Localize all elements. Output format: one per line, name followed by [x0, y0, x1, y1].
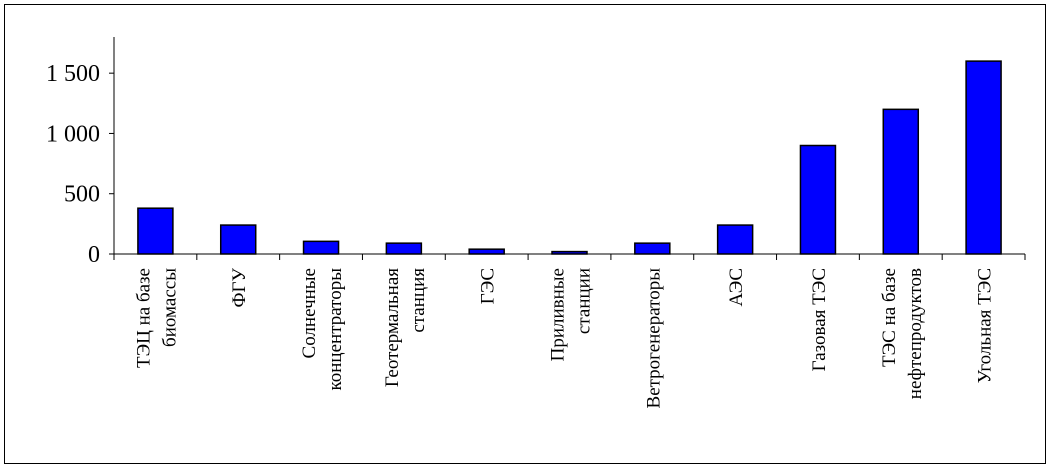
- x-category-label: ГЭС: [478, 268, 499, 304]
- x-category-label: Солнечные концентраторы: [299, 268, 346, 391]
- x-category-label-line: Геотермальная: [382, 268, 403, 387]
- x-category-label: Ветрогенераторы: [643, 268, 664, 409]
- bar: [799, 144, 837, 255]
- x-category-label-line: концентраторы: [325, 268, 346, 391]
- x-category-label-line: Угольная ТЭС: [975, 268, 996, 383]
- x-category-label-line: Приливные: [548, 268, 569, 361]
- x-category-label-line: ГЭС: [478, 268, 499, 304]
- x-category-label-line: ТЭС на базе: [879, 268, 900, 367]
- x-category-label-line: Ветрогенераторы: [643, 268, 664, 409]
- bar: [468, 248, 505, 255]
- x-category-label: Угольная ТЭС: [975, 268, 996, 383]
- x-category-label: Геотермальная станция: [382, 268, 429, 387]
- x-category-label-line: АЭС: [726, 268, 747, 306]
- bar-chart: 0 500 1 000 1 500 ТЭЦ на базе биомассы ФГУ Солн…: [46, 37, 1026, 408]
- x-category-label-line: ФГУ: [229, 267, 250, 307]
- x-category-label-line: Солнечные: [299, 268, 320, 358]
- x-category-label: ФГУ: [229, 267, 250, 307]
- x-category-label-line: Газовая ТЭС: [809, 268, 830, 371]
- labels: 0 500 1 000 1 500 ТЭЦ на базе биомассы ФГУ Солн…: [46, 61, 996, 408]
- bar: [302, 240, 340, 255]
- x-category-label: АЭС: [726, 268, 747, 306]
- x-category-label-line: ТЭЦ на базе: [133, 268, 154, 368]
- x-category-label-line: станции: [574, 268, 595, 334]
- x-category-label: ТЭЦ на базе биомассы: [133, 268, 180, 368]
- bar: [716, 224, 754, 255]
- x-category-label-line: нефтепродуктов: [905, 268, 926, 399]
- x-category-label: ТЭС на базе нефтепродуктов: [879, 268, 926, 399]
- bars: [137, 60, 1002, 255]
- x-category-label: Газовая ТЭС: [809, 268, 830, 371]
- chart-frame: 0 500 1 000 1 500 ТЭЦ на базе биомассы ФГУ Солн…: [4, 4, 1046, 464]
- x-category-label-line: станция: [408, 268, 429, 333]
- y-tick-label: 500: [64, 182, 100, 208]
- bar: [137, 207, 174, 255]
- y-tick-label: 1 500: [46, 61, 100, 87]
- x-category-label: Приливные станции: [548, 268, 595, 361]
- bar: [965, 60, 1002, 255]
- bar: [551, 250, 588, 255]
- x-category-label-line: биомассы: [159, 268, 180, 347]
- y-tick-label: 1 000: [46, 121, 100, 147]
- y-tick-label: 0: [88, 242, 100, 268]
- bar: [219, 224, 257, 255]
- bar: [882, 108, 920, 255]
- bar: [385, 242, 423, 255]
- bar: [634, 242, 671, 255]
